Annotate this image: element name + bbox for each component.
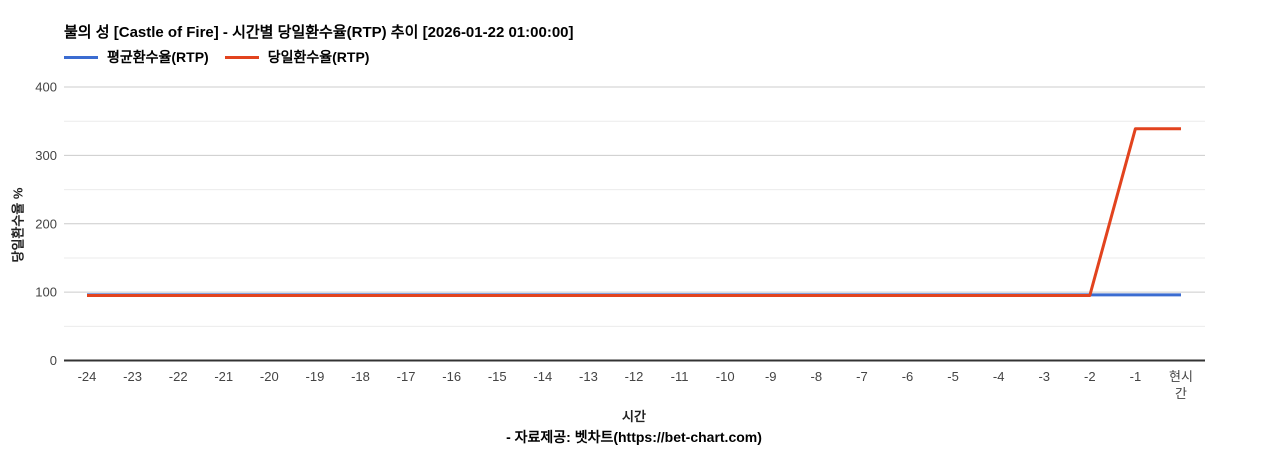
daily-rtp-line — [87, 127, 1181, 297]
average-rtp-line-swatch — [64, 55, 98, 59]
chart-title: 불의 성 [Castle of Fire] - 시간별 당일환수율(RTP) 추… — [64, 24, 574, 41]
y-tick-label: 0 — [50, 353, 57, 368]
legend-item-average-rtp: 평균환수율(RTP) — [64, 47, 209, 67]
y-tick-label: 400 — [35, 80, 57, 95]
x-tick-label: -13 — [579, 369, 598, 384]
y-tick-label: 100 — [35, 285, 57, 300]
x-tick-label: -3 — [1038, 369, 1050, 384]
x-tick-label: -12 — [625, 369, 644, 384]
x-axis-title: 시간 — [622, 409, 646, 424]
x-tick-label: -11 — [671, 369, 689, 384]
x-tick-label: -22 — [169, 369, 188, 384]
x-tick-label: -19 — [306, 369, 325, 384]
legend-label-average-rtp: 평균환수율(RTP) — [107, 49, 209, 65]
x-tick-label: -9 — [765, 369, 777, 384]
legend: 평균환수율(RTP) 당일환수율(RTP) — [64, 47, 369, 67]
x-tick-label: -6 — [902, 369, 914, 384]
x-tick-label: -4 — [993, 369, 1005, 384]
daily-rtp-line-swatch — [224, 55, 259, 59]
y-tick-label: 300 — [35, 148, 57, 163]
x-tick-label: -14 — [533, 369, 552, 384]
footer-credit: - 자료제공: 벳차트(https://bet-chart.com) — [506, 429, 762, 445]
x-tick-label: -16 — [442, 369, 461, 384]
x-tick-label: -24 — [78, 369, 97, 384]
x-tick-label: -5 — [947, 369, 959, 384]
x-tick-label: -2 — [1084, 369, 1096, 384]
x-tick-label: -17 — [397, 369, 416, 384]
y-tick-label: 200 — [35, 216, 57, 231]
x-tick-label: -23 — [123, 369, 142, 384]
x-tick-label: -8 — [811, 369, 823, 384]
legend-item-daily-rtp: 당일환수율(RTP) — [224, 47, 370, 67]
x-tick-label: -20 — [260, 369, 279, 384]
x-tick-label: -1 — [1130, 369, 1142, 384]
legend-label-daily-rtp: 당일환수율(RTP) — [267, 49, 370, 65]
x-tick-label: -15 — [488, 369, 507, 384]
x-tick-label: -21 — [214, 369, 233, 384]
x-tick-label: 현시 간 — [1169, 369, 1193, 401]
x-tick-label: -18 — [351, 369, 370, 384]
x-tick-label: -7 — [856, 369, 868, 384]
x-tick-label: -10 — [716, 369, 735, 384]
